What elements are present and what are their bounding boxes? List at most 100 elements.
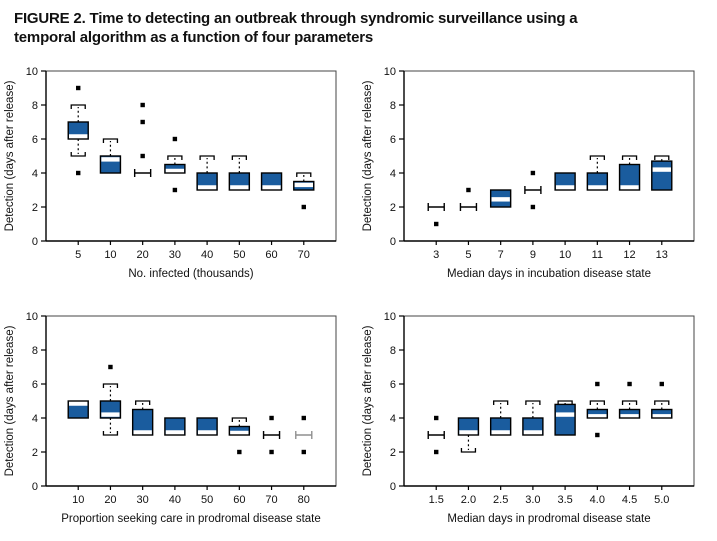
svg-text:1.5: 1.5 — [429, 494, 444, 506]
svg-text:5: 5 — [465, 249, 471, 261]
box-1.5 — [427, 416, 445, 455]
x-tick-labels: 3 5 7 9 10 11 12 13 — [433, 241, 668, 261]
plot-frame — [45, 315, 337, 487]
box-30 — [131, 400, 154, 437]
box-13 — [651, 155, 673, 192]
box-9 — [524, 171, 542, 210]
outlier-point — [434, 222, 439, 227]
svg-text:40: 40 — [201, 249, 213, 261]
box-4.0 — [586, 382, 609, 438]
boxplot-svg-bottom-left: 0 2 4 6 8 10 10 20 30 40 50 60 70 80 Proportion seekin… — [4, 311, 337, 525]
svg-text:3: 3 — [433, 249, 439, 261]
svg-text:0: 0 — [390, 481, 396, 493]
svg-text:10: 10 — [384, 66, 396, 78]
plot-frame — [45, 70, 337, 242]
outlier-point — [301, 205, 306, 210]
figure-title-line2: temporal algorithm as a function of four… — [14, 29, 374, 47]
y-tick-labels: 0 2 4 6 8 10 — [26, 311, 46, 493]
svg-text:6: 6 — [32, 379, 38, 391]
box-12 — [618, 155, 641, 192]
y-axis-label: Detection (days after release) — [4, 81, 16, 232]
box-4.5 — [618, 382, 641, 420]
svg-text:10: 10 — [72, 494, 84, 506]
outlier-point — [76, 171, 81, 176]
box-50 — [228, 155, 251, 192]
svg-text:7: 7 — [498, 249, 504, 261]
svg-text:4: 4 — [390, 168, 396, 180]
outlier-point — [434, 416, 439, 421]
svg-text:6: 6 — [390, 134, 396, 146]
box-7 — [489, 189, 512, 209]
box-30 — [164, 137, 186, 193]
outlier-point — [530, 205, 536, 210]
outlier-point — [466, 188, 471, 193]
box-5 — [67, 86, 89, 176]
box-20 — [133, 103, 152, 178]
box-3.0 — [522, 400, 544, 437]
y-tick-labels: 0 2 4 6 8 10 — [384, 311, 404, 493]
box-80 — [295, 416, 313, 455]
figure-title: FIGURE 2. Time to detecting an outbreak … — [0, 0, 717, 47]
svg-text:60: 60 — [233, 494, 245, 506]
boxplot-chart-top-right: 0 2 4 6 8 10 3 5 7 9 10 11 12 13 Median days in incuba… — [360, 55, 712, 295]
y-tick-labels: 0 2 4 6 8 10 — [26, 66, 46, 248]
svg-text:4.0: 4.0 — [590, 494, 605, 506]
svg-text:2: 2 — [390, 202, 396, 214]
box-3 — [427, 203, 445, 227]
outlier-point — [530, 171, 536, 176]
svg-text:8: 8 — [390, 100, 396, 112]
svg-text:5.0: 5.0 — [654, 494, 669, 506]
x-axis-label: Median days in incubation disease state — [447, 268, 651, 280]
box-60 — [260, 172, 283, 192]
svg-text:30: 30 — [169, 249, 181, 261]
outlier-point — [237, 450, 242, 455]
svg-text:10: 10 — [26, 66, 38, 78]
outlier-point — [140, 120, 145, 125]
svg-text:4.5: 4.5 — [622, 494, 637, 506]
plot-frame — [403, 315, 695, 487]
svg-text:10: 10 — [384, 311, 396, 323]
svg-text:70: 70 — [298, 249, 310, 261]
svg-text:8: 8 — [32, 100, 38, 112]
outlier-point — [269, 416, 274, 421]
svg-text:10: 10 — [26, 311, 38, 323]
outlier-point — [172, 188, 178, 193]
svg-text:80: 80 — [298, 494, 310, 506]
outlier-point — [301, 416, 306, 421]
box-2.0 — [457, 417, 480, 454]
svg-text:20: 20 — [104, 494, 116, 506]
outlier-point — [595, 433, 600, 438]
x-axis-label: Median days in prodromal disease state — [447, 513, 650, 525]
svg-text:30: 30 — [137, 494, 149, 506]
box-2.5 — [489, 400, 512, 437]
box-3.5 — [554, 400, 576, 437]
box-10 — [554, 172, 576, 192]
svg-text:20: 20 — [137, 249, 149, 261]
box-70 — [262, 416, 281, 455]
svg-text:11: 11 — [592, 249, 603, 261]
box-5 — [459, 188, 478, 212]
outlier-point — [269, 450, 274, 455]
svg-text:10: 10 — [559, 249, 571, 261]
boxplot-chart-bottom-right: 0 2 4 6 8 10 1.5 2.0 2.5 3.0 3.5 4.0 4.5 5.0 Median da… — [360, 300, 712, 540]
x-tick-labels: 5 10 20 30 40 50 60 70 — [75, 241, 310, 261]
svg-text:40: 40 — [169, 494, 181, 506]
boxplot-chart-bottom-left: 0 2 4 6 8 10 10 20 30 40 50 60 70 80 Proportion seekin… — [2, 300, 354, 540]
svg-text:50: 50 — [233, 249, 245, 261]
box-40 — [196, 155, 218, 192]
outlier-point — [301, 450, 306, 455]
outlier-point — [76, 86, 81, 91]
svg-text:0: 0 — [32, 236, 38, 248]
svg-text:6: 6 — [32, 134, 38, 146]
boxplot-chart-top-left: 0 2 4 6 8 10 5 10 20 30 40 50 60 70 No. infected (thou… — [2, 55, 354, 295]
x-axis-label: No. infected (thousands) — [128, 268, 253, 280]
box-11 — [586, 155, 609, 192]
y-axis-label: Detection (days after release) — [4, 326, 16, 477]
figure-title-line1: FIGURE 2. Time to detecting an outbreak … — [14, 10, 578, 27]
boxplot-svg-top-left: 0 2 4 6 8 10 5 10 20 30 40 50 60 70 No. infected (thou… — [4, 66, 337, 280]
boxplot-svg-top-right: 0 2 4 6 8 10 3 5 7 9 10 11 12 13 Median days in incuba… — [362, 66, 695, 280]
y-tick-labels: 0 2 4 6 8 10 — [384, 66, 404, 248]
x-tick-labels: 1.5 2.0 2.5 3.0 3.5 4.0 4.5 5.0 — [429, 486, 669, 506]
box-40 — [164, 417, 186, 437]
svg-text:13: 13 — [656, 249, 668, 261]
